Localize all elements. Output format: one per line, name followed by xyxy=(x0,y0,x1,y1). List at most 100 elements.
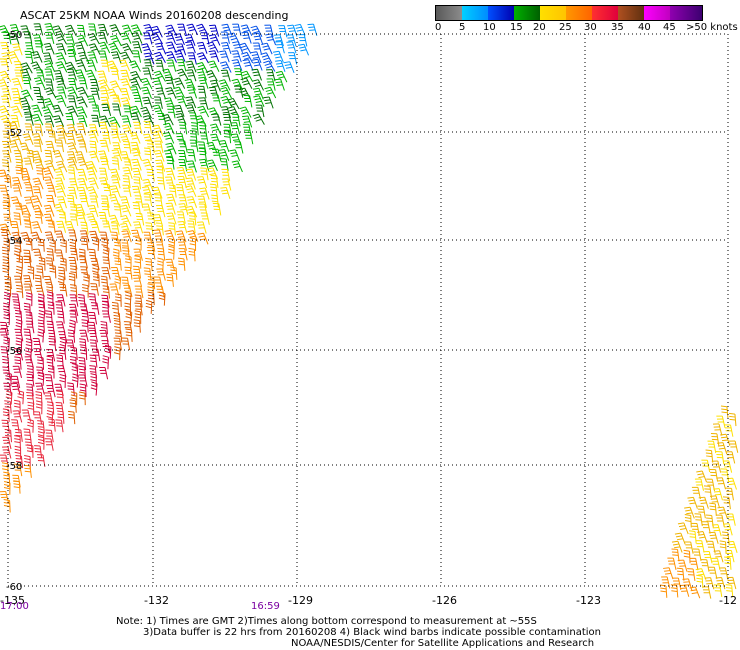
wind-barb xyxy=(11,77,23,90)
wind-barb xyxy=(37,319,45,333)
wind-barb xyxy=(168,245,175,260)
wind-barb xyxy=(720,433,731,446)
wind-barb xyxy=(56,390,65,404)
wind-barb xyxy=(89,365,97,379)
wind-barb xyxy=(717,506,728,519)
wind-barb xyxy=(129,131,141,144)
wind-barb xyxy=(99,329,109,343)
wind-barb xyxy=(178,194,188,207)
wind-barb xyxy=(684,541,694,554)
wind-barb xyxy=(49,239,56,253)
wind-barb xyxy=(165,176,175,189)
wind-barb xyxy=(89,354,98,368)
wind-barb xyxy=(35,382,45,395)
wind-barb xyxy=(1,446,12,459)
wind-barb xyxy=(89,339,98,353)
wind-barb xyxy=(691,522,700,536)
wind-barb xyxy=(184,34,196,46)
wind-barb xyxy=(60,257,67,272)
wind-barb xyxy=(88,124,99,137)
wind-barb xyxy=(66,105,79,118)
wind-barb xyxy=(44,68,55,81)
wind-barb xyxy=(250,25,263,37)
wind-barb xyxy=(121,276,130,290)
wind-barb xyxy=(128,60,141,72)
wind-barb xyxy=(15,158,24,172)
wind-barb xyxy=(74,41,86,54)
wind-barb xyxy=(102,246,110,261)
wind-barb xyxy=(3,121,13,135)
wind-barb xyxy=(81,319,89,333)
wind-barb xyxy=(166,273,174,287)
wind-barb xyxy=(185,177,196,190)
wind-barb xyxy=(110,67,120,81)
wind-barb xyxy=(726,513,736,526)
wind-barb xyxy=(76,34,89,47)
wind-barb xyxy=(9,24,21,36)
wind-barb xyxy=(223,130,232,144)
wind-barb xyxy=(48,329,57,343)
wind-barb xyxy=(123,158,133,171)
wind-barb xyxy=(185,60,197,73)
wind-barb xyxy=(726,576,737,590)
wind-barb xyxy=(46,349,56,362)
wind-barb xyxy=(100,321,108,335)
wind-barb xyxy=(298,34,308,47)
wind-barb xyxy=(227,97,240,110)
wind-barb xyxy=(661,576,671,589)
wind-barb xyxy=(724,556,732,570)
wind-barb xyxy=(44,87,57,99)
wind-barb xyxy=(44,438,54,451)
wind-barb xyxy=(55,185,67,198)
wind-barb xyxy=(266,78,276,91)
wind-barb xyxy=(688,530,697,544)
wind-barb xyxy=(3,311,11,326)
wind-barb xyxy=(101,300,110,315)
wind-barb xyxy=(177,23,187,36)
wind-barb xyxy=(12,96,23,110)
wind-barb xyxy=(119,51,132,63)
wind-barb xyxy=(30,231,42,244)
latitude-label: -56 xyxy=(6,346,22,357)
wind-barb xyxy=(241,31,252,44)
wind-barb xyxy=(70,247,79,261)
longitude-label: -129 xyxy=(288,594,313,607)
wind-barb xyxy=(0,41,11,55)
wind-barb xyxy=(69,399,77,413)
latitude-label: -52 xyxy=(6,128,22,139)
wind-barb xyxy=(0,58,10,71)
wind-barb xyxy=(11,176,23,190)
wind-barb xyxy=(19,204,32,217)
wind-barb xyxy=(275,41,285,54)
wind-barb xyxy=(12,365,23,379)
wind-barb xyxy=(37,371,45,386)
wind-barb xyxy=(102,285,110,299)
wind-barb xyxy=(78,51,90,64)
wind-barb xyxy=(90,283,99,296)
wind-barb xyxy=(133,221,144,234)
wind-barb xyxy=(231,59,243,71)
wind-barb xyxy=(99,139,110,152)
wind-barb xyxy=(25,320,35,334)
wind-barb xyxy=(43,275,54,289)
wind-barb xyxy=(220,186,231,200)
wind-barb xyxy=(69,265,78,279)
wind-barb xyxy=(687,496,698,509)
wind-barb xyxy=(22,105,33,118)
wind-barb xyxy=(196,23,209,36)
wind-barb xyxy=(184,78,196,91)
wind-barb xyxy=(208,86,219,99)
wind-barb xyxy=(86,167,98,180)
wind-barb xyxy=(265,69,276,82)
wind-barb xyxy=(178,159,188,172)
wind-barb xyxy=(142,67,153,80)
legend-swatch xyxy=(436,6,462,20)
wind-barb xyxy=(90,87,100,101)
wind-barb xyxy=(198,97,209,110)
wind-barb xyxy=(176,166,187,179)
wind-barb xyxy=(197,105,210,118)
wind-barb xyxy=(34,77,46,89)
wind-barb xyxy=(679,584,690,597)
wind-barb xyxy=(109,283,120,296)
wind-barb xyxy=(58,331,68,344)
